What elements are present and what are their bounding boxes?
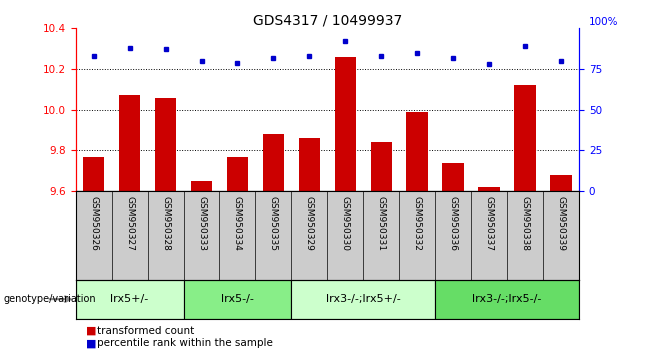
Text: GSM950335: GSM950335 [269, 196, 278, 251]
Bar [334, 57, 356, 191]
Bar [515, 85, 536, 191]
Text: 100%: 100% [589, 17, 619, 27]
Bar [226, 156, 248, 191]
Text: lrx3-/-;lrx5+/-: lrx3-/-;lrx5+/- [326, 294, 401, 304]
Text: GSM950331: GSM950331 [377, 196, 386, 251]
Bar [263, 134, 284, 191]
Title: GDS4317 / 10499937: GDS4317 / 10499937 [253, 13, 402, 27]
Text: ■: ■ [86, 338, 96, 348]
Bar [550, 175, 572, 191]
Bar [407, 112, 428, 191]
Text: genotype/variation: genotype/variation [3, 294, 96, 304]
Bar [76, 280, 184, 319]
Text: GSM950338: GSM950338 [520, 196, 530, 251]
Bar [119, 96, 140, 191]
Text: GSM950337: GSM950337 [485, 196, 494, 251]
Bar [83, 156, 105, 191]
Bar [478, 187, 500, 191]
Text: GSM950327: GSM950327 [125, 196, 134, 251]
Bar [191, 181, 213, 191]
Bar [442, 163, 464, 191]
Text: GSM950326: GSM950326 [89, 196, 98, 251]
Bar [370, 142, 392, 191]
Text: GSM950336: GSM950336 [449, 196, 458, 251]
Text: GSM950328: GSM950328 [161, 196, 170, 251]
Text: ■: ■ [86, 326, 96, 336]
Bar [435, 280, 579, 319]
Text: GSM950330: GSM950330 [341, 196, 350, 251]
Text: lrx5-/-: lrx5-/- [221, 294, 254, 304]
Text: lrx5+/-: lrx5+/- [111, 294, 149, 304]
Text: lrx3-/-;lrx5-/-: lrx3-/-;lrx5-/- [472, 294, 542, 304]
Bar [299, 138, 320, 191]
Text: percentile rank within the sample: percentile rank within the sample [97, 338, 273, 348]
Text: GSM950333: GSM950333 [197, 196, 206, 251]
Text: GSM950329: GSM950329 [305, 196, 314, 251]
Text: GSM950339: GSM950339 [557, 196, 566, 251]
Bar [291, 280, 435, 319]
Text: GSM950334: GSM950334 [233, 196, 242, 251]
Bar [184, 280, 291, 319]
Text: GSM950332: GSM950332 [413, 196, 422, 251]
Text: transformed count: transformed count [97, 326, 195, 336]
Bar [155, 98, 176, 191]
